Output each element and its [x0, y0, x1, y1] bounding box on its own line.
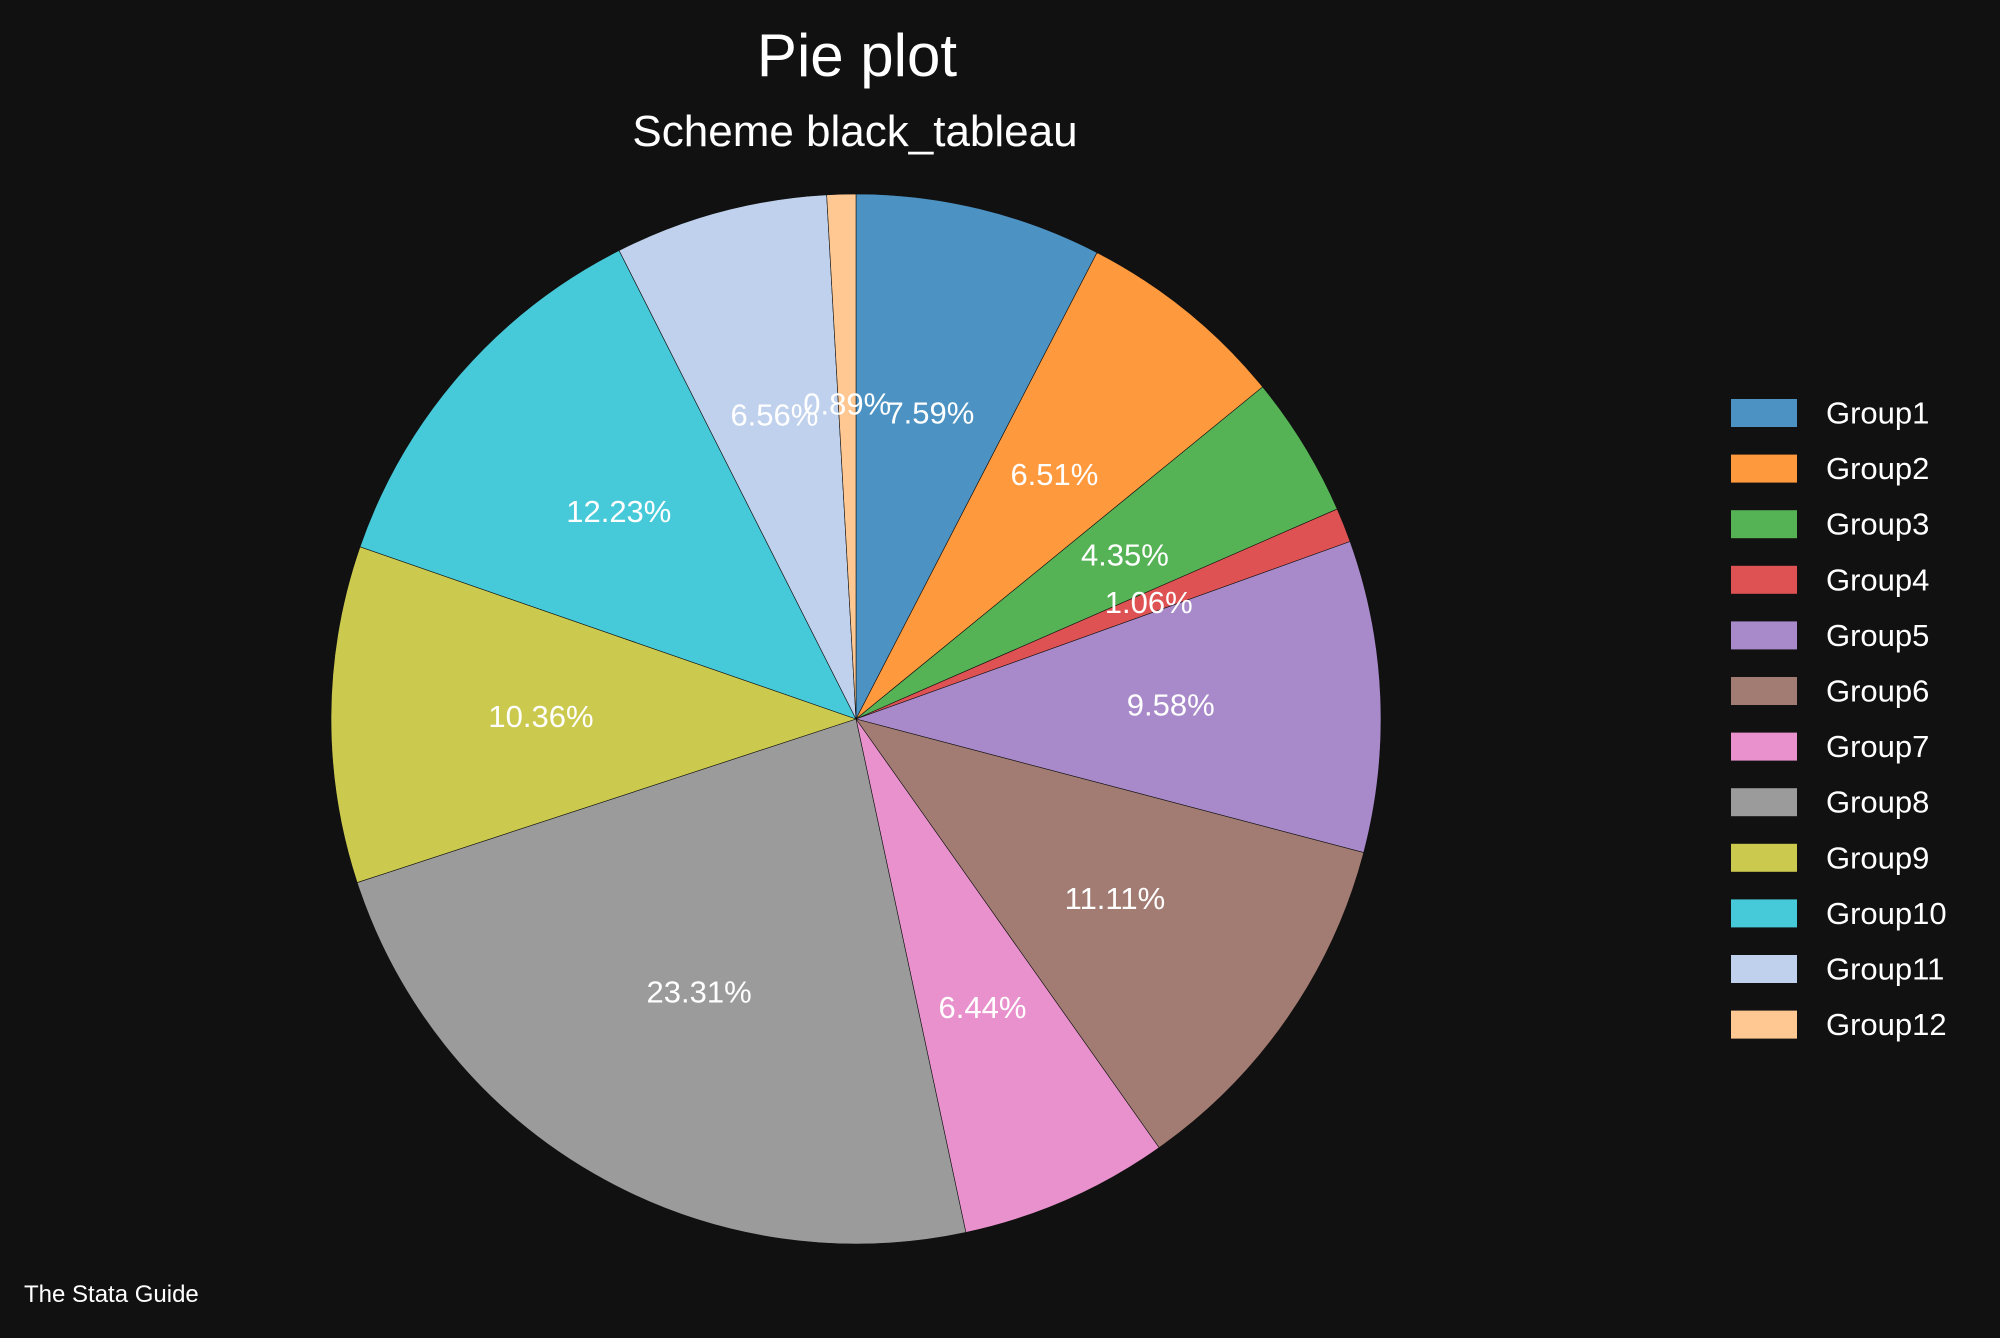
- legend-label-group6: Group6: [1826, 674, 1929, 709]
- pie-slice-group8: [356, 718, 967, 1245]
- pie-slice-group7: [855, 718, 1160, 1233]
- pie-slice-group9: [330, 546, 857, 883]
- legend-key-group1: [1731, 399, 1797, 427]
- pie-slice-group11: [618, 194, 857, 720]
- slice-label-group7: 6.44%: [939, 990, 1027, 1025]
- legend-key-group8: [1731, 788, 1797, 817]
- pie-slice-group5: [854, 541, 1382, 853]
- legend-key-group9: [1731, 843, 1797, 872]
- slice-label-group3: 4.35%: [1081, 537, 1169, 572]
- legend: Group1 Group2 Group3 Group4 Group5 Group6 Grou…: [1731, 396, 1947, 1042]
- chart-title: Pie plot: [757, 22, 957, 89]
- slice-label-group12: 0.89%: [803, 387, 891, 422]
- slice-label-group1: 7.59%: [886, 395, 974, 430]
- slice-label-group2: 6.51%: [1010, 457, 1098, 492]
- legend-label-group10: Group10: [1826, 896, 1947, 931]
- slice-label-group10: 12.23%: [566, 494, 671, 529]
- legend-label-group8: Group8: [1826, 785, 1929, 820]
- legend-label-group4: Group4: [1826, 562, 1929, 597]
- slice-label-group5: 9.58%: [1127, 688, 1215, 723]
- slice-label-group9: 10.36%: [488, 699, 593, 734]
- legend-key-group11: [1731, 955, 1797, 983]
- legend-key-group5: [1731, 621, 1797, 650]
- legend-label-group9: Group9: [1826, 840, 1929, 875]
- pie-slice-group1: [855, 193, 1098, 720]
- legend-key-group3: [1731, 510, 1797, 539]
- slice-label-group6: 11.11%: [1065, 881, 1166, 916]
- pie-slice-group2: [855, 252, 1264, 720]
- slice-label-group11: 6.56%: [730, 397, 818, 432]
- pie-slice-group6: [855, 718, 1365, 1149]
- legend-label-group3: Group3: [1826, 507, 1929, 542]
- legend-key-group6: [1731, 677, 1797, 705]
- chart-subtitle: Scheme black_tableau: [632, 107, 1077, 156]
- pie-slice-group12: [826, 193, 857, 720]
- legend-label-group1: Group1: [1826, 396, 1929, 431]
- legend-key-group7: [1731, 732, 1797, 761]
- legend-key-group2: [1731, 454, 1797, 483]
- legend-key-group4: [1731, 565, 1797, 594]
- legend-label-group7: Group7: [1826, 729, 1929, 764]
- chart-note: The Stata Guide: [24, 1281, 199, 1308]
- pie-slice-group10: [359, 250, 857, 720]
- legend-label-group12: Group12: [1826, 1007, 1947, 1042]
- legend-label-group11: Group11: [1826, 952, 1944, 987]
- legend-key-group10: [1731, 899, 1797, 928]
- pie-slice-labels: 7.59% 6.51% 4.35% 1.06% 9.58% 11.11% 6.44% 23.3…: [488, 387, 1214, 1025]
- pie-slices: [330, 193, 1382, 1245]
- legend-label-group5: Group5: [1826, 618, 1929, 653]
- slice-label-group8: 23.31%: [647, 975, 752, 1010]
- slice-label-group4: 1.06%: [1105, 585, 1193, 620]
- legend-label-group2: Group2: [1826, 451, 1929, 486]
- legend-key-group12: [1731, 1010, 1797, 1039]
